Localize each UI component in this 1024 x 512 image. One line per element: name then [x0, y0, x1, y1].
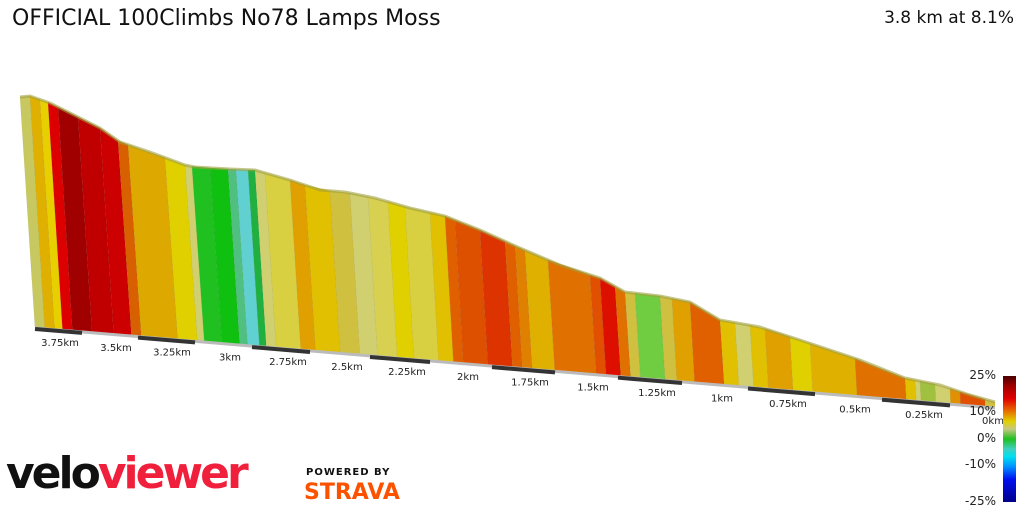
x-tick-label: 1.75km — [511, 377, 549, 388]
legend-label: 25% — [969, 368, 996, 382]
distance-tick-bar — [251, 345, 311, 354]
x-tick-label: 3.75km — [41, 338, 79, 349]
legend-label: 10% — [969, 404, 996, 418]
climb-summary: 3.8 km at 8.1% — [884, 8, 1014, 28]
x-tick-label: 2.5km — [331, 362, 362, 373]
gradient-legend-bar — [1003, 376, 1016, 502]
legend-label: 0% — [976, 431, 996, 445]
x-tick-label: 2km — [457, 372, 479, 383]
legend-label: -25% — [964, 494, 996, 508]
gradient-segment — [764, 328, 794, 392]
x-tick-label: 1.5km — [577, 383, 608, 394]
x-tick-label: 0.5km — [839, 404, 870, 415]
distance-tick-bar — [137, 335, 196, 345]
legend-label: -10% — [964, 457, 996, 471]
strava-logo: STRAVA — [304, 480, 400, 505]
gradient-segment — [904, 377, 917, 402]
x-tick-label: 2.25km — [388, 367, 426, 378]
distance-tick-bar — [369, 354, 431, 364]
distance-tick-bar — [881, 397, 951, 408]
gradient-segment — [547, 259, 597, 376]
distance-tick-bar — [617, 375, 683, 386]
x-tick-label: 1.25km — [638, 388, 676, 399]
x-tick-label: 0.25km — [905, 410, 943, 421]
x-tick-label: 1km — [711, 393, 733, 404]
x-tick-label: 3.25km — [153, 347, 191, 358]
page-title: OFFICIAL 100Climbs No78 Lamps Moss — [12, 6, 441, 31]
profile-top-edge — [19, 94, 996, 404]
distance-tick-bar — [491, 365, 556, 375]
gradient-segment — [789, 336, 814, 394]
x-tick-label: 3.5km — [100, 343, 131, 354]
veloviewer-logo: veloviewer — [6, 448, 249, 499]
distance-tick-bar — [747, 386, 816, 397]
gradient-segment — [854, 357, 907, 402]
distance-tick-bar — [34, 327, 83, 335]
x-tick-label: 0km — [982, 416, 1004, 427]
gradient-segment — [689, 301, 725, 386]
x-tick-label: 2.75km — [269, 357, 307, 368]
powered-by-label: POWERED BY — [306, 467, 391, 478]
x-tick-label: 0.75km — [769, 399, 807, 410]
x-tick-label: 3km — [219, 352, 241, 363]
